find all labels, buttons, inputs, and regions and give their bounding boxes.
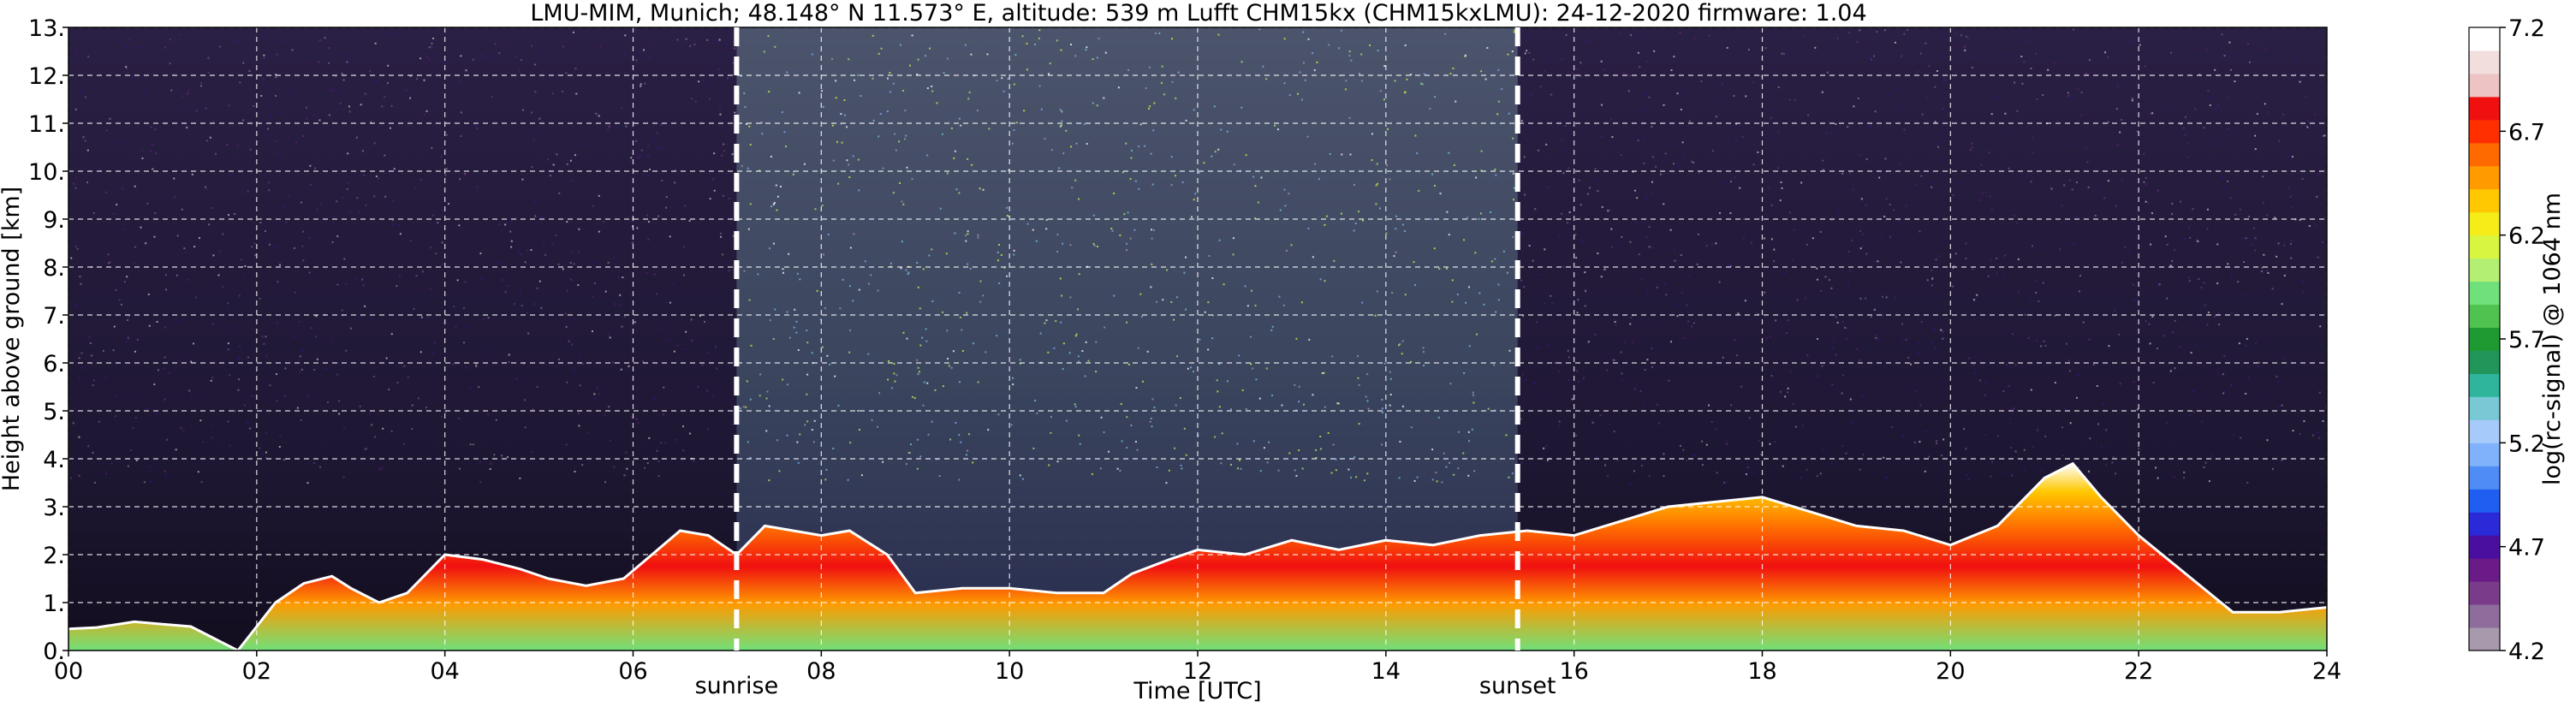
colorbar-segment [2469, 165, 2500, 190]
colorbar-segment [2469, 211, 2500, 236]
y-tick-label: 3. [43, 495, 65, 521]
y-tick-label: 12. [28, 63, 65, 90]
colorbar-segment [2469, 489, 2500, 513]
colorbar-segment [2469, 466, 2500, 490]
colorbar-segment [2469, 627, 2500, 651]
plot-area [68, 27, 2327, 651]
y-tick-label: 7. [43, 303, 65, 330]
colorbar-segment [2469, 443, 2500, 466]
colorbar-tick-label: 5.2 [2508, 431, 2545, 457]
x-tick-label: 22 [2124, 658, 2153, 685]
colorbar-tick-label: 7.2 [2508, 15, 2545, 42]
colorbar-segment [2469, 27, 2500, 51]
y-tick-label: 13. [28, 15, 65, 42]
colorbar: 4.2 4.7 5.2 5.7 6.2 6.7 7.2 [2468, 15, 2545, 665]
y-tick-label: 10. [28, 159, 65, 186]
colorbar-segment [2469, 142, 2500, 167]
x-axis-label: Time [UTC] [1133, 678, 1261, 704]
y-tick-label: 4. [43, 447, 65, 473]
colorbar-segment [2469, 258, 2500, 282]
x-tick-label: 12 [1183, 658, 1212, 685]
x-tick-label: 14 [1371, 658, 1401, 685]
x-tick-label: 04 [430, 658, 459, 685]
sunset-label: sunset [1479, 673, 1556, 699]
colorbar-segment [2469, 419, 2500, 443]
colorbar-tick-label: 4.7 [2508, 535, 2545, 561]
y-axis-label: Height above ground [km] [0, 187, 25, 491]
colorbar-segment [2469, 304, 2500, 329]
colorbar-segment [2469, 581, 2500, 605]
colorbar-label: log(rc-signal) @ 1064 nm [2539, 193, 2566, 485]
noise-speckle-layer [69, 28, 2327, 484]
y-tick-label: 8. [43, 255, 65, 282]
chart-title: LMU-MIM, Munich; 48.148° N 11.573° E, al… [530, 0, 1866, 27]
gridlines [68, 27, 2327, 651]
x-axis: 00 02 04 06 08 10 12 14 16 18 20 22 24 [54, 651, 2341, 685]
colorbar-segment [2469, 96, 2500, 121]
sunrise-label: sunrise [695, 673, 779, 699]
y-tick-label: 0. [43, 639, 65, 665]
x-tick-label: 10 [995, 658, 1024, 685]
colorbar-segment [2469, 235, 2500, 259]
x-tick-label: 06 [618, 658, 647, 685]
colorbar-segment [2469, 119, 2500, 144]
cloud-top-edge [68, 461, 2327, 651]
colorbar-segment [2469, 396, 2500, 420]
colorbar-segment [2469, 350, 2500, 374]
colorbar-segment [2469, 50, 2500, 74]
y-axis: 0. 1. 2. 3. 4. 5. 6. 7. 8. 9. 10. 11. 12. 13. [28, 15, 68, 665]
x-tick-label: 20 [1936, 658, 1965, 685]
y-tick-label: 5. [43, 399, 65, 425]
x-tick-label: 18 [1747, 658, 1776, 685]
colorbar-tick-label: 6.7 [2508, 119, 2545, 146]
x-tick-label: 24 [2312, 658, 2341, 685]
colorbar-tick-label: 5.7 [2508, 327, 2545, 354]
colorbar-segment [2469, 373, 2500, 397]
y-tick-label: 9. [43, 207, 65, 234]
y-tick-label: 6. [43, 351, 65, 377]
x-tick-label: 08 [806, 658, 836, 685]
x-tick-label: 16 [1559, 658, 1588, 685]
colorbar-tick-label: 6.2 [2508, 223, 2545, 250]
colorbar-tick-label: 4.2 [2508, 639, 2545, 665]
y-tick-label: 1. [43, 591, 65, 617]
colorbar-segment [2469, 604, 2500, 628]
x-tick-label: 02 [242, 658, 271, 685]
colorbar-segment [2469, 281, 2500, 306]
sun-markers: sunrise sunset [695, 27, 1556, 699]
colorbar-segment [2469, 327, 2500, 351]
colorbar-segment [2469, 535, 2500, 559]
colorbar-segment [2469, 73, 2500, 98]
y-tick-label: 11. [28, 111, 65, 138]
colorbar-segment [2469, 188, 2500, 213]
colorbar-segment [2469, 512, 2500, 536]
y-tick-label: 2. [43, 543, 65, 569]
colorbar-segment [2469, 558, 2500, 582]
x-tick-label: 00 [54, 658, 83, 685]
